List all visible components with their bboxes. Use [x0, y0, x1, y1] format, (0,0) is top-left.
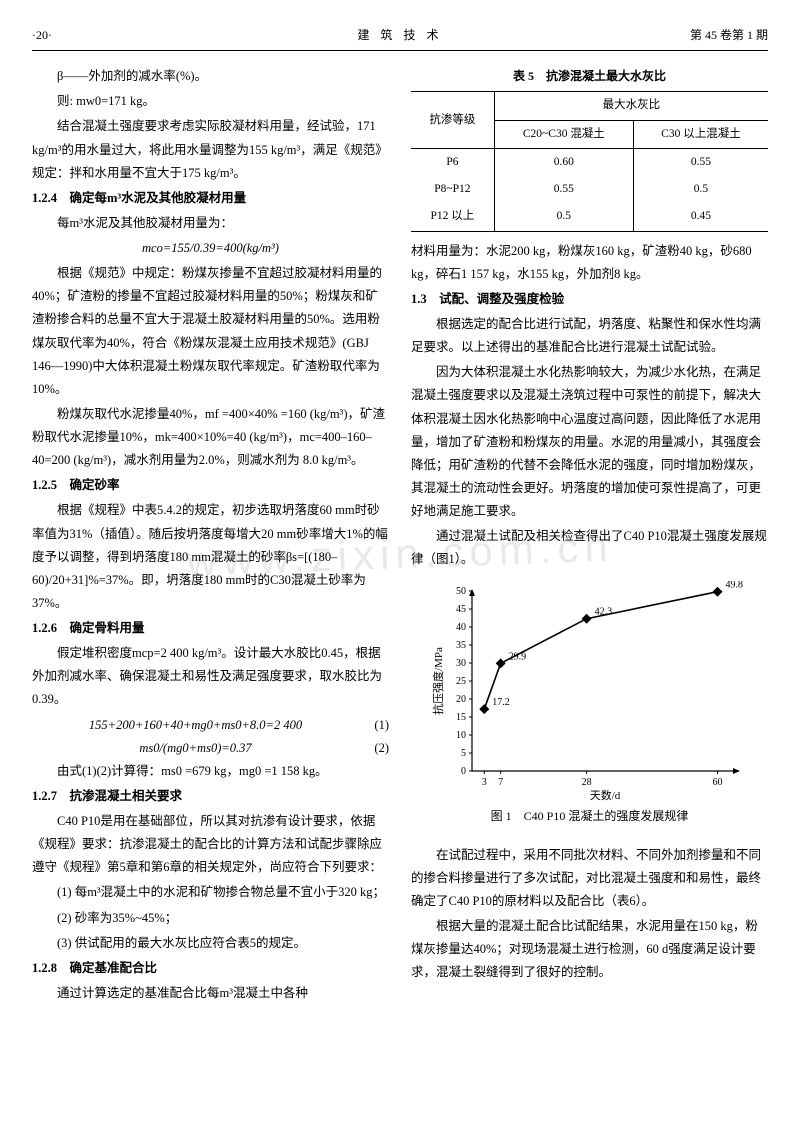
header-page-num: ·20· — [32, 24, 275, 46]
para-beta: β——外加剂的减水率(%)。 — [32, 65, 389, 88]
para-water-adjust: 结合混凝土强度要求考虑实际胶凝材料用量，经试验，171 kg/m³的用水量过大，… — [32, 115, 389, 184]
para-replace-calc: 粉煤灰取代水泥掺量40%，mf =400×40% =160 (kg/m³)，矿渣… — [32, 403, 389, 472]
para-result-summary: 根据大量的混凝土配合比试配结果，水泥用量在150 kg，粉煤灰掺量达40%；对现… — [411, 915, 768, 984]
table5-cell: P12 以上 — [411, 203, 494, 231]
svg-text:45: 45 — [456, 604, 466, 615]
heading-1-2-7: 1.2.7 抗渗混凝土相关要求 — [32, 785, 389, 808]
svg-text:7: 7 — [498, 777, 503, 788]
equation-1-body: 155+200+160+40+mg0+ms0+8.0=2 400 — [32, 714, 359, 737]
para-cement-amount: 每m³水泥及其他胶凝材用量为： — [32, 212, 389, 235]
svg-text:5: 5 — [461, 748, 466, 759]
table5-cell: 0.45 — [633, 203, 768, 231]
para-material-amounts: 材料用量为：水泥200 kg，粉煤灰160 kg，矿渣粉40 kg，砂680 k… — [411, 240, 768, 286]
figure-1-chart: 0 5 10 15 20 25 30 35 40 45 50 3 7 28 60 天数/d 抗压强度/MPa 17… — [430, 581, 750, 801]
left-column: β——外加剂的减水率(%)。 则: mw0=171 kg。 结合混凝土强度要求考… — [32, 65, 389, 1007]
table5-h-c30up: C30 以上混凝土 — [633, 120, 768, 148]
table5-cell: 0.5 — [494, 203, 633, 231]
svg-text:30: 30 — [456, 658, 466, 669]
svg-text:40: 40 — [456, 622, 466, 633]
page-header: ·20· 建 筑 技 术 第 45 卷第 1 期 — [32, 24, 768, 51]
para-aggregate: 假定堆积密度mcp=2 400 kg/m³。设计最大水胶比0.45，根据外加剂减… — [32, 642, 389, 711]
equation-2: ms0/(mg0+ms0)=0.37 (2) — [32, 737, 389, 760]
table5-cell: 0.55 — [633, 148, 768, 176]
svg-text:20: 20 — [456, 694, 466, 705]
table5-h-ratio: 最大水灰比 — [494, 92, 768, 120]
para-baseline-mix: 通过计算选定的基准配合比每m³混凝土中各种 — [32, 982, 389, 1005]
heading-1-3: 1.3 试配、调整及强度检验 — [411, 288, 768, 311]
svg-text:抗压强度/MPa: 抗压强度/MPa — [431, 647, 445, 715]
table5-h-c20c30: C20~C30 混凝土 — [494, 120, 633, 148]
equation-2-body: ms0/(mg0+ms0)=0.37 — [32, 737, 359, 760]
para-replace-limits: 根据《规范》中规定：粉煤灰掺量不宜超过胶凝材料用量的40%；矿渣粉的掺量不宜超过… — [32, 262, 389, 401]
svg-text:49.8: 49.8 — [725, 581, 743, 591]
svg-text:29.9: 29.9 — [508, 652, 526, 663]
svg-text:17.2: 17.2 — [492, 698, 510, 709]
figure-1-caption: 图 1 C40 P10 混凝土的强度发展规律 — [411, 805, 768, 827]
two-column-layout: β——外加剂的减水率(%)。 则: mw0=171 kg。 结合混凝土强度要求考… — [32, 65, 768, 1007]
svg-text:28: 28 — [581, 777, 591, 788]
para-eq-result: 由式(1)(2)计算得：ms0 =679 kg，mg0 =1 158 kg。 — [32, 760, 389, 783]
svg-text:15: 15 — [456, 712, 466, 723]
heading-1-2-8: 1.2.8 确定基准配合比 — [32, 957, 389, 980]
svg-text:3: 3 — [481, 777, 486, 788]
para-multi-trial: 在试配过程中，采用不同批次材料、不同外加剂掺量和不同的掺合料掺量进行了多次试配，… — [411, 844, 768, 913]
para-impermeable-req: C40 P10是用在基础部位，所以其对抗渗有设计要求，依据《规程》要求：抗渗混凝… — [32, 810, 389, 879]
table-row: P6 0.60 0.55 — [411, 148, 768, 176]
table5: 抗渗等级 最大水灰比 C20~C30 混凝土 C30 以上混凝土 P6 0.60… — [411, 91, 768, 231]
table5-cell: 0.60 — [494, 148, 633, 176]
svg-text:42.3: 42.3 — [594, 607, 612, 618]
table5-cell: 0.5 — [633, 176, 768, 203]
formula-mco: mco=155/0.39=400(kg/m³) — [32, 237, 389, 260]
table5-cell: P8~P12 — [411, 176, 494, 203]
heading-1-2-4: 1.2.4 确定每m³水泥及其他胶凝材用量 — [32, 187, 389, 210]
heading-1-2-5: 1.2.5 确定砂率 — [32, 474, 389, 497]
table5-h-grade: 抗渗等级 — [411, 92, 494, 149]
header-journal: 建 筑 技 术 — [279, 24, 522, 46]
svg-text:25: 25 — [456, 676, 466, 687]
strength-line-chart: 0 5 10 15 20 25 30 35 40 45 50 3 7 28 60 天数/d 抗压强度/MPa 17… — [430, 581, 750, 801]
svg-text:50: 50 — [456, 586, 466, 597]
svg-text:天数/d: 天数/d — [589, 789, 620, 801]
svg-text:35: 35 — [456, 640, 466, 651]
table5-caption: 表 5 抗渗混凝土最大水灰比 — [411, 65, 768, 87]
table5-cell: P6 — [411, 148, 494, 176]
para-mw0: 则: mw0=171 kg。 — [32, 90, 389, 113]
para-fig1-intro: 通过混凝土试配及相关检查得出了C40 P10混凝土强度发展规律（图1）。 — [411, 525, 768, 571]
table-row: P12 以上 0.5 0.45 — [411, 203, 768, 231]
table5-cell: 0.55 — [494, 176, 633, 203]
equation-1-num: (1) — [359, 714, 389, 737]
equation-1: 155+200+160+40+mg0+ms0+8.0=2 400 (1) — [32, 714, 389, 737]
para-trial-mix: 根据选定的配合比进行试配，坍落度、粘聚性和保水性均满足要求。以上述得出的基准配合… — [411, 313, 768, 359]
para-sand-ratio: 根据《规程》中表5.4.2的规定，初步选取坍落度60 mm时砂率值为31%（插值… — [32, 499, 389, 615]
heading-1-2-6: 1.2.6 确定骨料用量 — [32, 617, 389, 640]
svg-text:0: 0 — [461, 766, 466, 777]
svg-text:10: 10 — [456, 730, 466, 741]
para-req-3: (3) 供试配用的最大水灰比应符合表5的规定。 — [32, 932, 389, 955]
para-heat-adjust: 因为大体积混凝土水化热影响较大，为减少水化热，在满足混凝土强度要求以及混凝土浇筑… — [411, 361, 768, 523]
svg-text:60: 60 — [712, 777, 722, 788]
equation-2-num: (2) — [359, 737, 389, 760]
para-req-1: (1) 每m³混凝土中的水泥和矿物掺合物总量不宜小于320 kg； — [32, 881, 389, 904]
table-row: P8~P12 0.55 0.5 — [411, 176, 768, 203]
header-issue: 第 45 卷第 1 期 — [525, 24, 768, 46]
right-column: 表 5 抗渗混凝土最大水灰比 抗渗等级 最大水灰比 C20~C30 混凝土 C3… — [411, 65, 768, 1007]
para-req-2: (2) 砂率为35%~45%； — [32, 907, 389, 930]
